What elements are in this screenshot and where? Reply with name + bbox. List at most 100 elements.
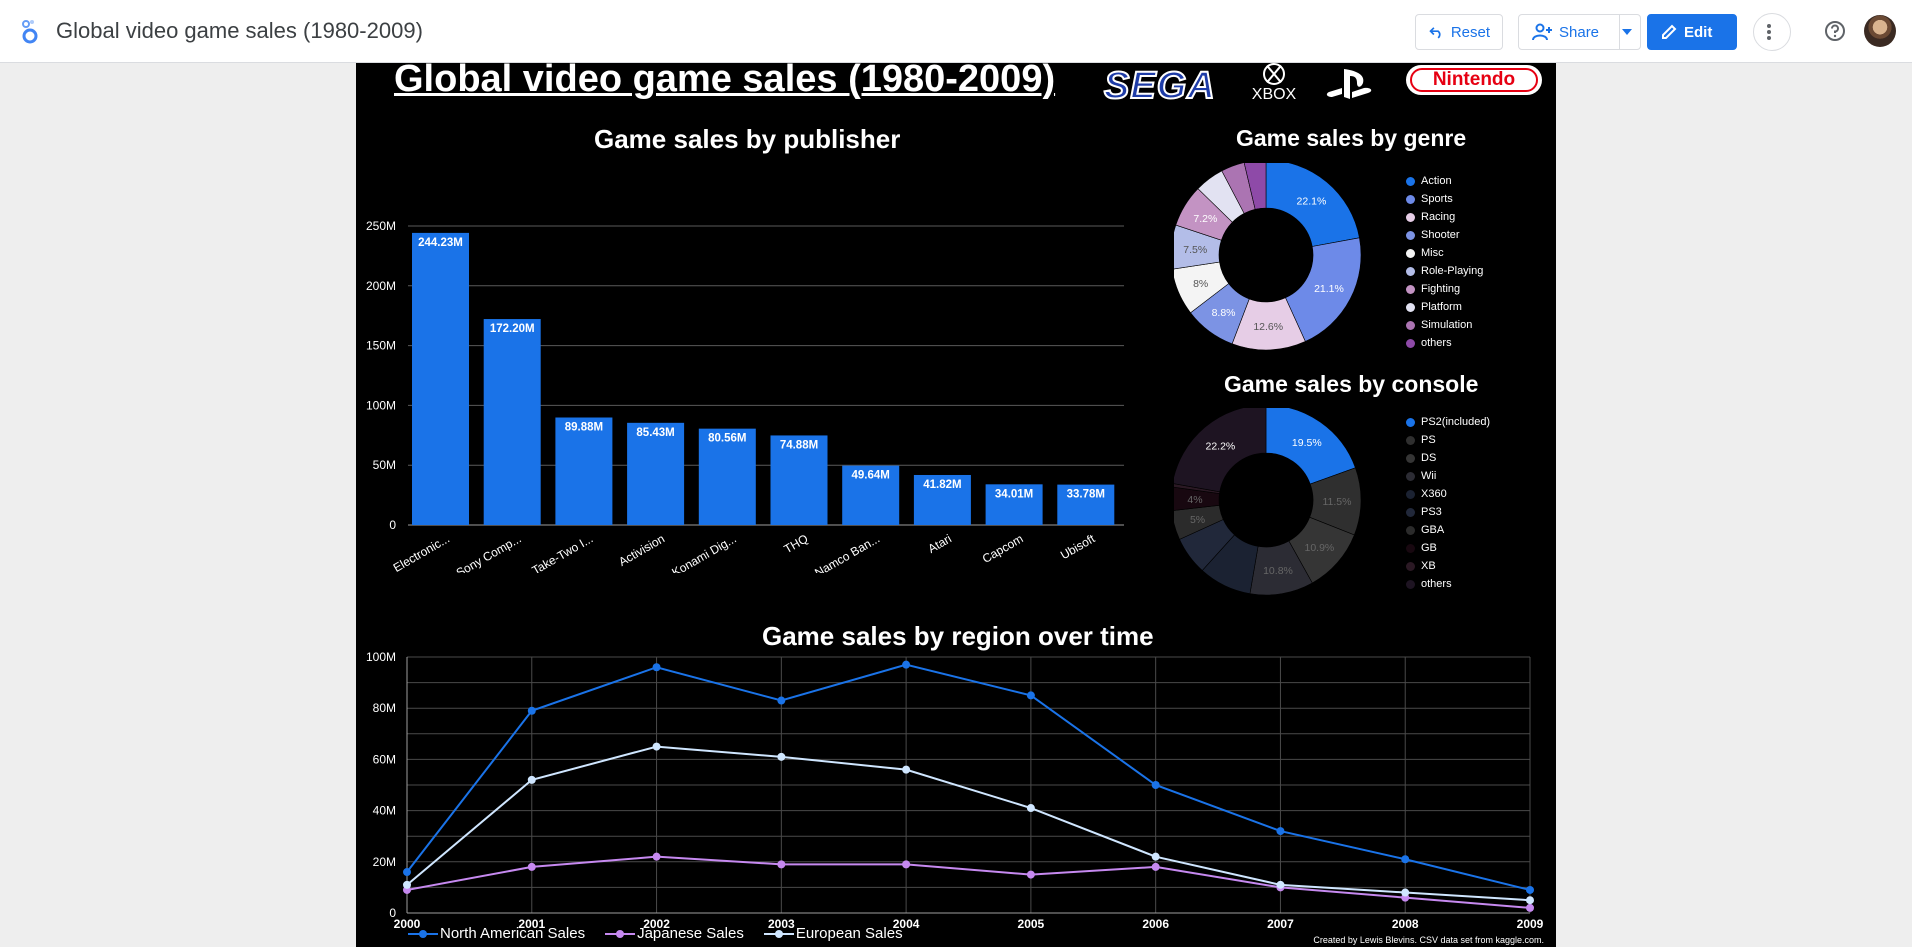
x-tick-label: 2005 [1018, 917, 1045, 931]
legend-label: North American Sales [440, 925, 586, 942]
legend-label: DS [1421, 452, 1437, 464]
share-button[interactable]: Share [1518, 14, 1620, 50]
pencil-icon [1662, 24, 1677, 39]
data-point [1526, 885, 1534, 894]
publisher-bar-chart[interactable]: 0 50M 100M 150M 200M 250M 244.23M Electronic...… [356, 153, 1136, 573]
legend-swatch [1406, 212, 1415, 222]
genre-chart-title: Game sales by genre [1236, 125, 1467, 151]
bar-data-label: 89.88M [565, 422, 603, 434]
legend-label: others [1421, 578, 1452, 590]
legend-swatch [1406, 194, 1415, 204]
x-tick-label: 2000 [394, 917, 421, 931]
legend-swatch [1406, 302, 1415, 312]
bar-data-label: 85.43M [636, 427, 674, 439]
legend-label: PS [1421, 434, 1436, 446]
slice-label: 7.2% [1193, 213, 1217, 225]
bar [985, 484, 1043, 525]
legend-item[interactable]: others [1406, 575, 1490, 593]
report-canvas: Global video game sales (1980-2009) SEGA… [356, 63, 1556, 947]
bar-data-label: 49.64M [852, 470, 890, 482]
region-line-chart[interactable]: 0 20M 40M 60M 80M 100M 2000 2001 2002 2003 2004 200… [356, 643, 1556, 933]
bar-data-label: 41.82M [923, 479, 961, 491]
legend-swatch [408, 929, 438, 938]
legend-item[interactable]: European Sales [762, 925, 903, 942]
legend-label: Racing [1421, 211, 1456, 223]
legend-item[interactable]: DS [1406, 449, 1490, 467]
x-tick-label: Atari [926, 531, 954, 555]
legend-item[interactable]: Simulation [1406, 316, 1483, 334]
data-point [1151, 781, 1160, 789]
report-title[interactable]: Global video game sales (1980-2009) [56, 18, 423, 43]
legend-swatch [1406, 579, 1415, 589]
legend-swatch [1406, 471, 1415, 481]
x-tick-label: 2009 [1517, 917, 1544, 931]
legend-item[interactable]: PS3 [1406, 503, 1490, 521]
x-tick-label: 2007 [1267, 917, 1294, 931]
console-donut-chart[interactable]: 19.5% 11.5% 10.9% 10.8% 5% 4% 22.2% [1174, 408, 1394, 608]
legend-label: Fighting [1421, 283, 1461, 295]
legend-item[interactable]: PS2(included) [1406, 413, 1490, 431]
legend-item[interactable]: Japanese Sales [603, 925, 744, 942]
legend-item[interactable]: XB [1406, 557, 1490, 575]
legend-item[interactable]: Wii [1406, 467, 1490, 485]
x-tick-label: Namco Ban... [812, 531, 882, 573]
genre-donut-chart[interactable]: 22.1% 21.1% 12.6% 8.8% 8% 7.5% 7.2% [1174, 163, 1394, 363]
legend-item[interactable]: PS [1406, 431, 1490, 449]
legend-item[interactable]: Role-Playing [1406, 262, 1483, 280]
slice-label: 7.5% [1183, 244, 1207, 256]
help-icon[interactable] [1824, 20, 1846, 42]
legend-item[interactable]: Misc [1406, 244, 1483, 262]
bar [842, 465, 900, 525]
x-tick-label: Sony Comp... [454, 531, 524, 573]
y-tick-label: 100M [366, 398, 396, 412]
credit-text: Created by Lewis Blevins. CSV data set f… [1313, 935, 1544, 945]
legend-swatch [763, 929, 794, 938]
share-dropdown-button[interactable] [1619, 14, 1641, 50]
x-tick-label: Konami Dig... [669, 531, 738, 573]
x-tick-label: Take-Two I... [529, 531, 595, 573]
legend-swatch [1406, 525, 1415, 535]
legend-item[interactable]: Shooter [1406, 226, 1483, 244]
x-tick-label: Capcom [980, 531, 1026, 565]
legend-swatch [1406, 543, 1415, 553]
data-point [902, 860, 911, 869]
data-point [902, 660, 911, 669]
bar-data-label: 80.56M [708, 433, 746, 445]
data-point [1151, 862, 1160, 871]
publisher-chart-title: Game sales by publisher [594, 124, 901, 154]
legend-item[interactable]: X360 [1406, 485, 1490, 503]
legend-label: Japanese Sales [637, 925, 744, 942]
bar [698, 428, 756, 525]
legend-item[interactable]: North American Sales [406, 925, 585, 942]
data-point [652, 852, 661, 861]
console-chart-title: Game sales by console [1224, 371, 1479, 397]
legend-item[interactable]: others [1406, 334, 1483, 352]
legend-item[interactable]: Platform [1406, 298, 1483, 316]
edit-button[interactable]: Edit [1647, 14, 1737, 50]
legend-item[interactable]: GB [1406, 539, 1490, 557]
legend-label: GB [1421, 542, 1437, 554]
legend-item[interactable]: Action [1406, 172, 1483, 190]
legend-item[interactable]: Sports [1406, 190, 1483, 208]
looker-studio-logo-icon[interactable] [18, 18, 44, 46]
legend-label: GBA [1421, 524, 1445, 536]
more-options-button[interactable] [1753, 13, 1791, 51]
legend-item[interactable]: Fighting [1406, 280, 1483, 298]
data-point [1401, 888, 1410, 897]
slice-label: 10.8% [1263, 565, 1293, 577]
legend-item[interactable]: GBA [1406, 521, 1490, 539]
sega-logo: SEGA [1103, 64, 1216, 108]
data-point [1026, 691, 1035, 700]
legend-swatch [1406, 561, 1415, 571]
region-legend: North American Sales Japanese Sales Europe… [406, 925, 921, 942]
data-point [777, 860, 786, 869]
x-tick-label: THQ [782, 531, 811, 556]
data-point [652, 742, 661, 751]
legend-swatch [605, 929, 636, 938]
avatar[interactable] [1864, 15, 1896, 47]
reset-button[interactable]: Reset [1415, 14, 1503, 50]
legend-label: Sports [1421, 193, 1453, 205]
legend-item[interactable]: Racing [1406, 208, 1483, 226]
legend-label: X360 [1421, 488, 1447, 500]
legend-label: Shooter [1421, 229, 1460, 241]
